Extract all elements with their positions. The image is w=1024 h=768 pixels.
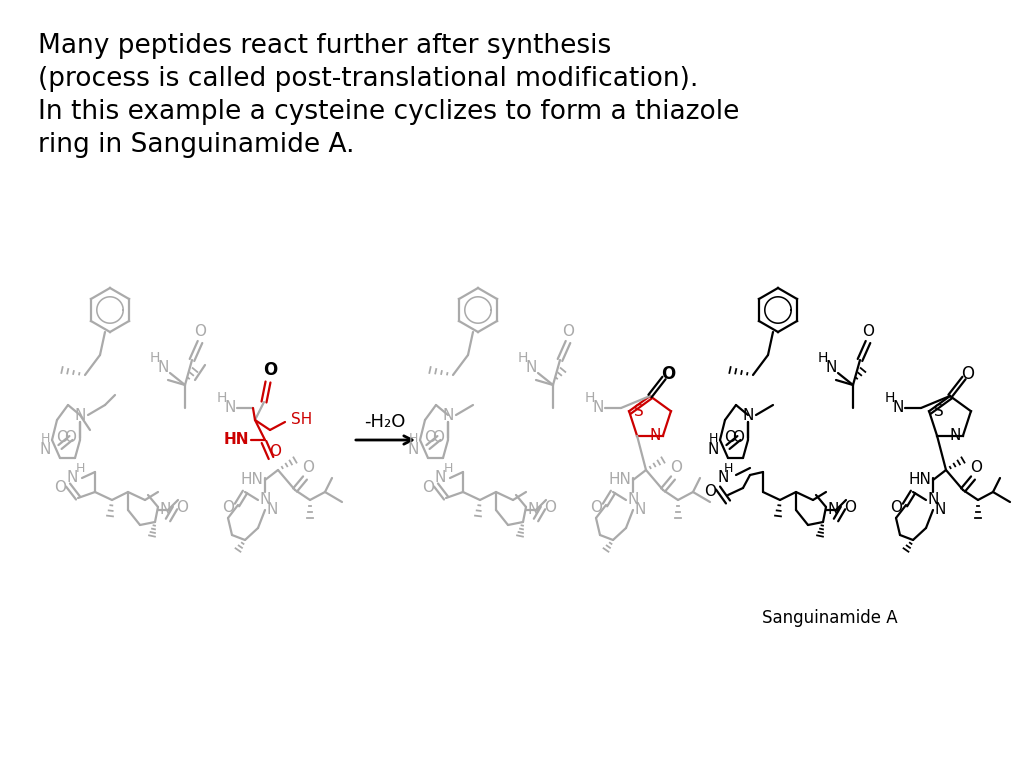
Text: N: N — [634, 502, 646, 518]
Text: N: N — [39, 442, 50, 458]
Text: HN: HN — [908, 472, 932, 488]
Text: N: N — [158, 360, 169, 376]
Text: N: N — [718, 471, 729, 485]
Text: -H₂O: -H₂O — [365, 413, 406, 431]
Text: HN: HN — [608, 472, 632, 488]
Text: H: H — [443, 462, 453, 475]
Text: O: O — [705, 485, 716, 499]
Text: Many peptides react further after synthesis
(process is called post-translationa: Many peptides react further after synthe… — [38, 33, 739, 158]
Text: H: H — [585, 391, 595, 405]
Text: N: N — [827, 502, 839, 518]
Text: O: O — [844, 501, 856, 515]
Text: Sanguinamide A: Sanguinamide A — [762, 609, 898, 627]
Text: N: N — [224, 400, 236, 415]
Text: O: O — [862, 325, 874, 339]
Text: O: O — [732, 431, 744, 445]
Text: H: H — [217, 391, 227, 405]
Text: H: H — [40, 432, 50, 445]
Text: S: S — [934, 404, 944, 419]
Text: O: O — [222, 499, 234, 515]
Text: HN: HN — [241, 472, 263, 488]
Text: N: N — [266, 502, 278, 518]
Text: N: N — [708, 442, 719, 458]
Text: O: O — [970, 459, 982, 475]
Text: SH: SH — [292, 412, 312, 428]
Text: H: H — [709, 432, 718, 445]
Text: N: N — [592, 400, 604, 415]
Text: N: N — [160, 502, 171, 518]
Text: H: H — [76, 462, 85, 475]
Text: N: N — [825, 360, 837, 376]
Text: N: N — [527, 502, 539, 518]
Text: N: N — [408, 442, 419, 458]
Text: N: N — [434, 471, 445, 485]
Text: O: O — [422, 481, 434, 495]
Text: N: N — [628, 492, 639, 508]
Text: O: O — [670, 459, 682, 475]
Text: H: H — [518, 351, 528, 365]
Text: O: O — [56, 431, 68, 445]
Text: HN: HN — [223, 432, 249, 448]
Text: O: O — [590, 499, 602, 515]
Text: N: N — [949, 429, 961, 443]
Text: H: H — [409, 432, 418, 445]
Text: O: O — [890, 499, 902, 515]
Text: O: O — [724, 431, 736, 445]
Text: N: N — [742, 408, 754, 422]
Text: H: H — [885, 391, 895, 405]
Text: O: O — [54, 481, 66, 495]
Text: O: O — [302, 459, 314, 475]
Text: O: O — [63, 431, 76, 445]
Text: O: O — [263, 361, 278, 379]
Text: N: N — [442, 408, 454, 422]
Text: O: O — [424, 431, 436, 445]
Text: O: O — [269, 445, 281, 459]
Text: H: H — [723, 462, 733, 475]
Text: O: O — [194, 325, 206, 339]
Text: O: O — [660, 365, 675, 383]
Text: O: O — [962, 365, 975, 383]
Text: N: N — [649, 429, 660, 443]
Text: N: N — [75, 408, 86, 422]
Text: N: N — [525, 360, 537, 376]
Text: S: S — [634, 404, 644, 419]
Text: O: O — [432, 431, 444, 445]
Text: N: N — [928, 492, 939, 508]
Text: O: O — [562, 325, 574, 339]
Text: N: N — [259, 492, 270, 508]
Text: N: N — [934, 502, 946, 518]
Text: O: O — [176, 501, 188, 515]
Text: H: H — [150, 351, 160, 365]
Text: H: H — [818, 351, 828, 365]
Text: N: N — [67, 471, 78, 485]
Text: O: O — [544, 501, 556, 515]
Text: N: N — [892, 400, 904, 415]
